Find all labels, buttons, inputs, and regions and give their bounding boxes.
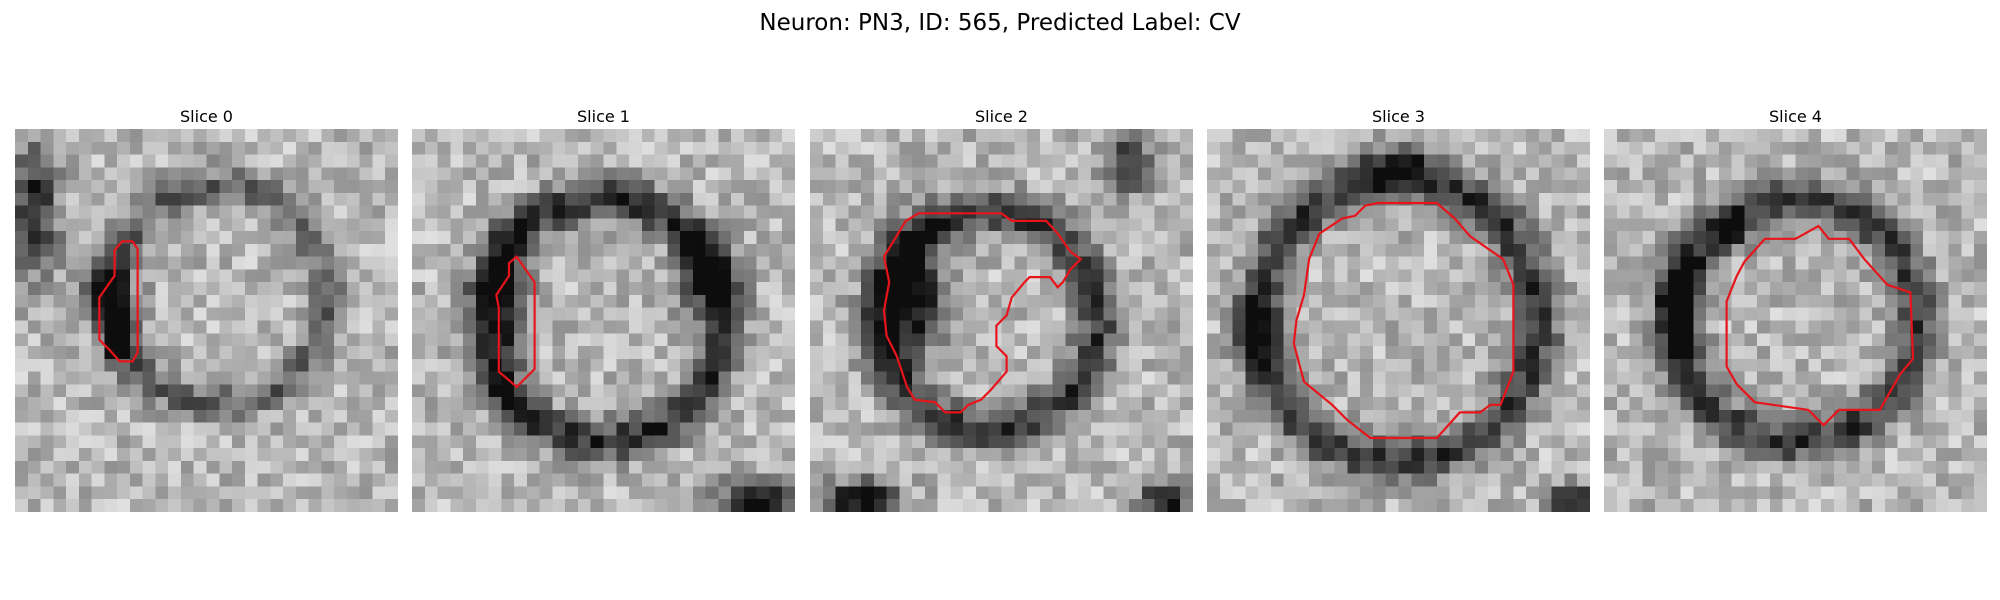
- slice-image-0: [15, 129, 398, 512]
- slice-title-0: Slice 0: [180, 107, 233, 126]
- segmentation-contour: [1725, 224, 1915, 427]
- slice-title-4: Slice 4: [1769, 107, 1822, 126]
- figure-title: Neuron: PN3, ID: 565, Predicted Label: C…: [759, 10, 1241, 36]
- micrograph-pixels: [1207, 129, 1590, 512]
- segmentation-contour: [495, 255, 536, 389]
- slice-panel-2: Slice 2: [810, 107, 1193, 512]
- slice-title-3: Slice 3: [1372, 107, 1425, 126]
- slice-image-1: [412, 129, 795, 512]
- slice-title-1: Slice 1: [577, 107, 630, 126]
- slice-title-2: Slice 2: [975, 107, 1028, 126]
- slice-image-3: [1207, 129, 1590, 512]
- micrograph-pixels: [412, 129, 795, 512]
- slice-panel-1: Slice 1: [412, 107, 795, 512]
- segmentation-contour: [882, 212, 1083, 414]
- micrograph-pixels: [15, 129, 398, 512]
- slice-panel-3: Slice 3: [1207, 107, 1590, 512]
- micrograph-pixels: [1604, 129, 1987, 512]
- micrograph-pixels: [810, 129, 1193, 512]
- slice-panel-4: Slice 4: [1604, 107, 1987, 512]
- segmentation-contour: [1292, 201, 1515, 440]
- segmentation-contour: [98, 240, 139, 363]
- slice-image-4: [1604, 129, 1987, 512]
- slice-panel-0: Slice 0: [15, 107, 398, 512]
- slice-image-2: [810, 129, 1193, 512]
